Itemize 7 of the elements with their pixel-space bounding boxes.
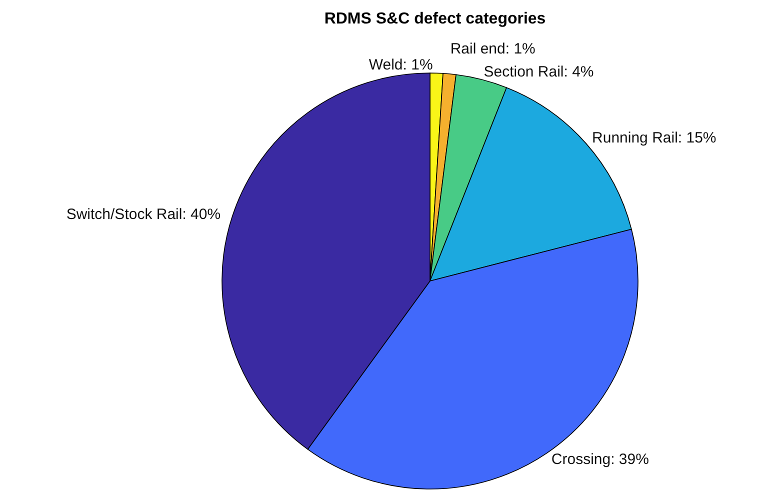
slice-label: Crossing: 39% (551, 451, 649, 468)
slice-label: Switch/Stock Rail: 40% (66, 206, 221, 223)
slice-label: Running Rail: 15% (592, 130, 716, 147)
slice-label: Rail end: 1% (450, 40, 536, 58)
chart-title: RDMS S&C defect categories (324, 10, 546, 28)
slice-label: Section Rail: 4% (484, 63, 594, 80)
slice-label: Weld: 1% (368, 56, 433, 74)
